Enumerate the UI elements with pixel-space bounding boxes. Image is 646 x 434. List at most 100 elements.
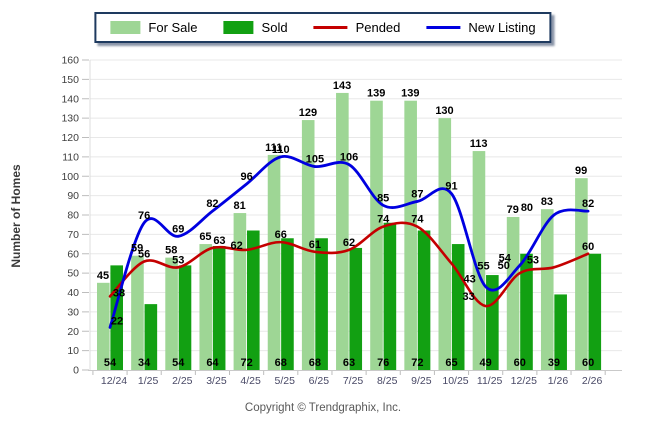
sold-bar	[212, 246, 226, 370]
for-sale-value-label: 83	[541, 196, 553, 208]
new-listing-value-label: 76	[138, 210, 150, 222]
for-sale-bar	[472, 151, 486, 370]
sold-value-label: 39	[548, 357, 560, 369]
sold-value-label: 72	[411, 357, 423, 369]
sold-bar	[588, 253, 602, 370]
y-tick-label: 60	[67, 248, 79, 260]
sold-value-label: 60	[514, 357, 526, 369]
y-tick-label: 80	[67, 210, 79, 222]
for-sale-value-label: 139	[401, 88, 419, 100]
for-sale-bar	[506, 216, 520, 370]
legend-label: New Listing	[468, 20, 536, 35]
pended-value-label: 33	[463, 291, 475, 303]
new-listing-value-label: 80	[521, 202, 533, 214]
legend-item-pended: Pended	[313, 20, 401, 35]
sold-value-label: 72	[240, 357, 252, 369]
for-sale-value-label: 81	[233, 200, 245, 212]
for-sale-bar	[301, 120, 315, 370]
for-sale-bar	[438, 118, 452, 370]
y-tick-label: 140	[61, 93, 79, 105]
x-tick-label: 3/25	[206, 375, 227, 387]
legend-item-sold: Sold	[223, 20, 288, 35]
sold-bar	[520, 253, 533, 370]
new-listing-swatch-icon	[426, 26, 461, 29]
y-tick-label: 90	[67, 190, 79, 202]
pended-value-label: 74	[411, 214, 424, 226]
y-tick-label: 40	[67, 287, 79, 299]
x-tick-label: 12/25	[511, 375, 537, 387]
y-tick-label: 120	[61, 132, 79, 144]
legend-item-for-sale: For Sale	[110, 20, 198, 35]
for-sale-value-label: 129	[299, 107, 317, 119]
sold-bar	[281, 238, 294, 370]
y-axis-title: Number of Homes	[9, 164, 23, 268]
pended-value-label: 62	[343, 237, 355, 249]
new-listing-line	[108, 155, 590, 329]
sold-value-label: 49	[480, 357, 492, 369]
for-sale-value-label: 111	[265, 142, 282, 154]
pended-value-label: 50	[498, 260, 510, 272]
for-sale-value-label: 58	[165, 245, 177, 257]
sold-value-label: 68	[275, 357, 287, 369]
y-tick-label: 70	[67, 229, 79, 241]
x-tick-label: 7/25	[343, 375, 364, 387]
sold-value-label: 76	[377, 357, 389, 369]
sold-bar	[451, 244, 465, 370]
legend-item-new-listing: New Listing	[426, 20, 536, 35]
y-tick-label: 0	[73, 365, 79, 377]
x-tick-label: 10/25	[442, 375, 468, 387]
for-sale-bar	[540, 209, 554, 370]
for-sale-bar	[336, 92, 349, 370]
for-sale-swatch-icon	[110, 21, 141, 34]
x-tick-label: 8/25	[377, 375, 398, 387]
for-sale-value-label: 79	[507, 204, 519, 216]
new-listing-value-label: 110	[272, 144, 290, 156]
for-sale-bar	[131, 255, 144, 370]
for-sale-bar	[199, 244, 213, 370]
x-tick-label: 2/26	[582, 375, 603, 387]
for-sale-value-label: 143	[333, 80, 351, 92]
y-tick-label: 130	[61, 113, 79, 125]
pended-value-label: 53	[527, 254, 539, 266]
pended-value-label: 55	[477, 260, 489, 272]
pended-value-label: 61	[309, 239, 321, 251]
new-listing-value-label: 87	[411, 188, 423, 200]
for-sale-bar	[97, 282, 110, 370]
sold-swatch-icon	[223, 21, 254, 34]
sold-bar	[554, 294, 567, 370]
sold-value-label: 54	[172, 357, 185, 369]
x-tick-label: 6/25	[309, 375, 330, 387]
pended-line	[108, 221, 590, 308]
for-sale-value-label: 113	[470, 138, 488, 150]
y-tick-label: 20	[67, 326, 79, 338]
sold-value-label: 63	[343, 357, 355, 369]
for-sale-bar	[404, 100, 417, 370]
new-listing-value-label: 43	[464, 274, 476, 286]
pended-value-label: 53	[172, 254, 184, 266]
sold-bar	[486, 275, 499, 370]
pended-value-label: 38	[113, 287, 125, 299]
sold-bar	[144, 304, 158, 370]
sold-value-label: 64	[206, 357, 219, 369]
x-tick-label: 4/25	[240, 375, 261, 387]
new-listing-value-label: 85	[377, 192, 389, 204]
y-tick-label: 50	[67, 268, 79, 280]
legend-label: Pended	[355, 20, 401, 35]
x-tick-label: 11/25	[477, 375, 503, 387]
pended-value-label: 62	[230, 240, 242, 252]
for-sale-bar	[165, 257, 178, 370]
new-listing-value-label: 91	[445, 181, 457, 193]
for-sale-value-label: 139	[367, 88, 385, 100]
sold-bar	[383, 222, 397, 370]
legend: For Sale Sold Pended New Listing	[94, 12, 552, 43]
x-tick-label: 9/25	[411, 375, 432, 387]
for-sale-bar	[575, 178, 588, 370]
sold-value-label: 34	[138, 357, 151, 369]
footer-copyright: Copyright © Trendgraphix, Inc.	[244, 402, 402, 414]
new-listing-value-label: 82	[582, 198, 594, 210]
y-tick-label: 160	[61, 55, 79, 67]
sold-bar	[178, 265, 192, 370]
sold-value-label: 65	[445, 357, 457, 369]
